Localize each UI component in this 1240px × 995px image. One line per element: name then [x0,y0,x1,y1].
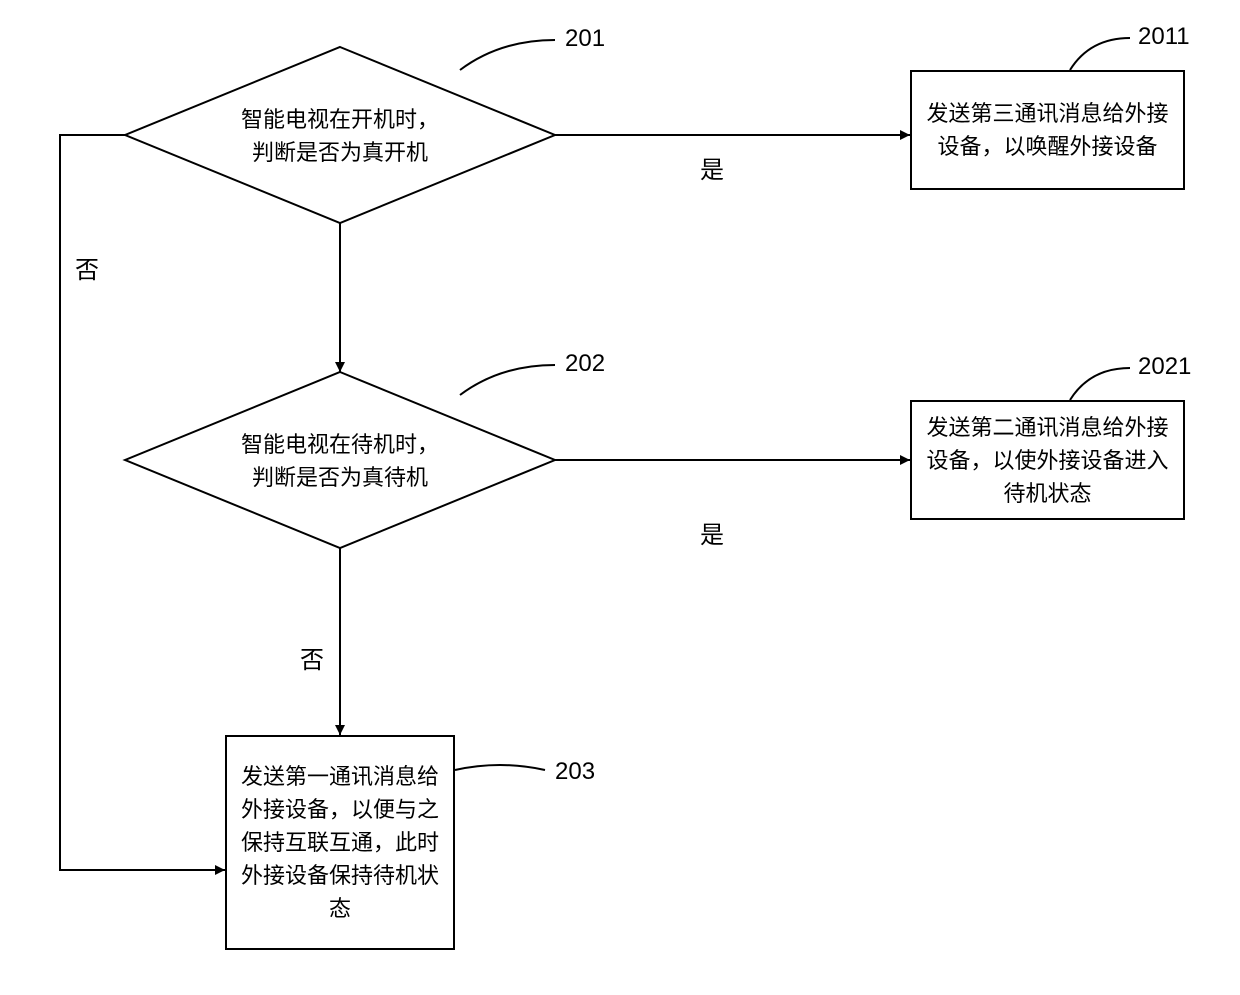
leader-201 [460,40,555,70]
leader-2011 [1070,38,1130,70]
label-203: 203 [555,758,595,786]
label-202: 202 [565,350,605,378]
leader-2021 [1070,368,1130,400]
label-2021: 2021 [1138,353,1191,381]
label-201: 201 [565,25,605,53]
process-2021-text: 发送第二通讯消息给外接设备，以使外接设备进入待机状态 [920,411,1175,510]
label-d202-no: 否 [300,640,324,675]
decision-201-text: 智能电视在开机时， 判断是否为真开机 [210,103,470,169]
process-2011: 发送第三通讯消息给外接设备，以唤醒外接设备 [910,70,1185,190]
decision-201-line2: 判断是否为真开机 [252,140,428,165]
leader-203 [455,765,545,770]
decision-202-line2: 判断是否为真待机 [252,465,428,490]
label-2011: 2011 [1138,23,1190,51]
label-d201-no: 否 [75,250,99,285]
label-d201-yes: 是 [700,150,724,185]
process-203: 发送第一通讯消息给外接设备，以便与之保持互联互通，此时外接设备保持待机状态 [225,735,455,950]
edge-d201-no [60,135,225,870]
decision-202-text: 智能电视在待机时， 判断是否为真待机 [210,428,470,494]
process-2011-text: 发送第三通讯消息给外接设备，以唤醒外接设备 [920,97,1175,163]
decision-201-line1: 智能电视在开机时， [241,107,439,132]
process-2021: 发送第二通讯消息给外接设备，以使外接设备进入待机状态 [910,400,1185,520]
leader-202 [460,365,555,395]
label-d202-yes: 是 [700,515,724,550]
decision-202-line1: 智能电视在待机时， [241,432,439,457]
process-203-text: 发送第一通讯消息给外接设备，以便与之保持互联互通，此时外接设备保持待机状态 [235,760,445,925]
